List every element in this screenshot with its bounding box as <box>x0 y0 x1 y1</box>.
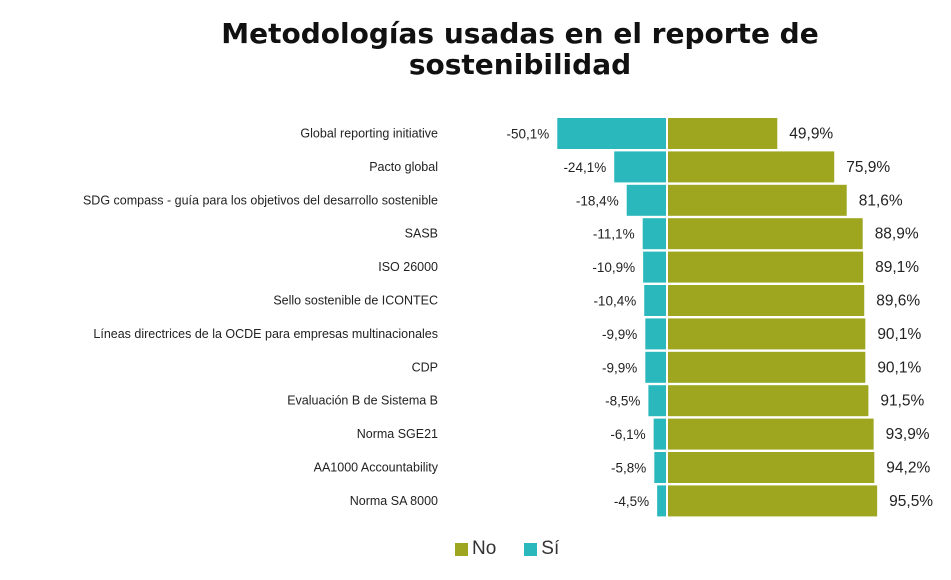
bar-si <box>648 385 667 417</box>
data-label-si: -9,9% <box>602 327 637 342</box>
category-label: CDP <box>412 360 438 374</box>
data-label-si: -11,1% <box>593 227 635 242</box>
bar-si <box>657 485 667 517</box>
data-label-no: 89,1% <box>875 259 919 276</box>
category-label: AA1000 Accountability <box>314 461 439 475</box>
bar-si <box>557 118 667 149</box>
data-label-si: -10,4% <box>593 294 636 309</box>
data-label-si: -24,1% <box>563 160 606 175</box>
legend-item-no: No <box>455 538 496 560</box>
category-label: SASB <box>405 227 438 241</box>
category-label: Norma SA 8000 <box>350 494 438 508</box>
bar-no <box>668 418 874 450</box>
legend-item-si: Sí <box>524 538 559 560</box>
bar-si <box>644 285 667 316</box>
bar-no <box>668 318 866 350</box>
category-label: SDG compass - guía para los objetivos de… <box>83 193 438 207</box>
category-label: Líneas directrices de la OCDE para empre… <box>93 327 438 341</box>
data-label-si: -10,9% <box>592 260 635 275</box>
bar-no <box>668 385 869 417</box>
data-label-si: -4,5% <box>614 494 649 509</box>
bar-no <box>668 485 878 517</box>
category-label: Pacto global <box>369 160 438 174</box>
bar-si <box>614 151 667 183</box>
category-label: Norma SGE21 <box>357 427 438 441</box>
legend-swatch-no <box>455 542 468 556</box>
chart-title: Metodologías usadas en el reporte de sos… <box>221 17 819 81</box>
data-label-no: 90,1% <box>877 326 921 343</box>
data-label-no: 89,6% <box>876 293 920 310</box>
data-label-si: -18,4% <box>576 193 619 208</box>
bar-no <box>668 452 875 483</box>
data-label-si: -5,8% <box>611 461 646 476</box>
data-label-si: -50,1% <box>506 127 549 142</box>
data-label-si: -6,1% <box>610 427 645 442</box>
data-label-no: 88,9% <box>875 226 919 243</box>
bar-si <box>643 251 667 283</box>
bar-no <box>668 351 866 383</box>
bar-no <box>668 251 864 283</box>
bar-no <box>668 184 847 216</box>
data-label-no: 95,5% <box>889 493 933 510</box>
bar-si <box>626 184 667 216</box>
data-label-no: 81,6% <box>859 192 903 209</box>
bar-no <box>668 151 835 183</box>
bar-si <box>654 452 667 483</box>
category-label: ISO 26000 <box>378 260 438 274</box>
bar-no <box>668 118 778 149</box>
bar-si <box>642 218 667 250</box>
bar-no <box>668 218 863 250</box>
bar-si <box>653 418 667 450</box>
category-label: Sello sostenible de ICONTEC <box>273 294 438 308</box>
data-label-no: 49,9% <box>789 126 833 143</box>
data-label-no: 90,1% <box>877 359 921 376</box>
bar-no <box>668 285 865 316</box>
data-label-si: -9,9% <box>602 360 637 375</box>
data-label-no: 91,5% <box>880 393 924 410</box>
data-label-si: -8,5% <box>605 394 640 409</box>
legend-label-no: No <box>472 538 497 559</box>
legend-swatch-si <box>524 542 538 556</box>
bar-si <box>645 318 667 350</box>
data-label-no: 93,9% <box>886 426 930 443</box>
data-label-no: 75,9% <box>846 159 890 176</box>
bar-si <box>645 351 667 383</box>
legend: No Sí <box>455 538 559 560</box>
category-label: Evaluación B de Sistema B <box>287 394 438 408</box>
data-label-no: 94,2% <box>886 460 930 477</box>
category-label: Global reporting initiative <box>300 127 438 141</box>
legend-label-si: Sí <box>541 538 560 559</box>
